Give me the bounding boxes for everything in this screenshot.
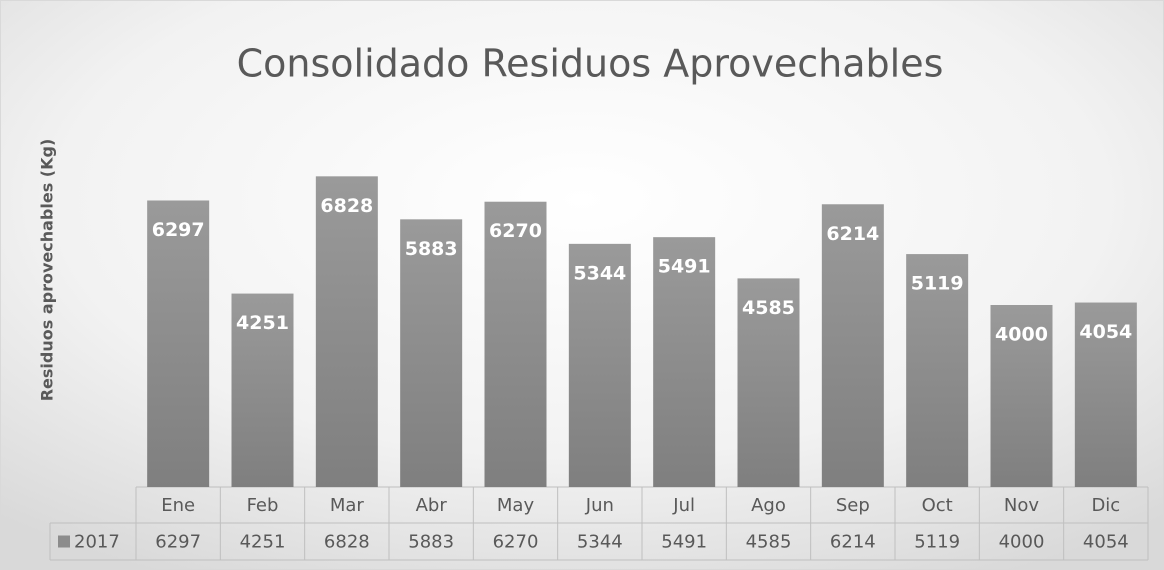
x-tick-label: Feb xyxy=(247,495,279,516)
data-label: 6214 xyxy=(826,223,879,245)
table-value: 6214 xyxy=(830,532,876,553)
data-label: 5119 xyxy=(911,273,964,295)
x-tick-label: Dic xyxy=(1091,495,1120,516)
table-value: 4054 xyxy=(1083,532,1129,553)
bar xyxy=(990,305,1053,487)
table-value: 4251 xyxy=(240,532,286,553)
data-label: 6828 xyxy=(320,195,373,217)
x-tick-label: Ago xyxy=(751,495,786,516)
data-label: 6297 xyxy=(152,219,205,241)
table-value: 5491 xyxy=(661,532,707,553)
data-label: 5344 xyxy=(573,262,626,284)
data-label: 5491 xyxy=(658,256,711,278)
x-tick-label: Oct xyxy=(922,495,953,516)
data-label: 6270 xyxy=(489,220,542,242)
bar xyxy=(231,293,294,487)
bar xyxy=(568,243,631,487)
x-tick-label: Sep xyxy=(836,495,870,516)
y-axis-label: Residuos aprovechables (Kg) xyxy=(38,139,57,402)
bar xyxy=(147,200,210,487)
table-value: 5344 xyxy=(577,532,623,553)
bar xyxy=(1074,302,1137,487)
data-label: 4000 xyxy=(995,324,1048,346)
table-value: 6297 xyxy=(155,532,201,553)
bar xyxy=(906,254,969,487)
table-value: 4000 xyxy=(999,532,1045,553)
bar xyxy=(484,201,547,487)
x-tick-label: Ene xyxy=(161,495,195,516)
x-tick-label: Nov xyxy=(1004,495,1039,516)
bar xyxy=(400,219,463,488)
table-value: 6270 xyxy=(493,532,539,553)
table-value: 6828 xyxy=(324,532,370,553)
legend-key xyxy=(58,535,70,548)
bar xyxy=(737,278,800,487)
legend-label: 2017 xyxy=(74,532,120,553)
chart-title: Consolidado Residuos Aprovechables xyxy=(237,42,944,86)
x-tick-label: Jul xyxy=(672,495,695,516)
data-label: 4054 xyxy=(1079,321,1132,343)
x-tick-label: Mar xyxy=(330,495,365,516)
table-value: 5883 xyxy=(408,532,454,553)
x-tick-label: May xyxy=(497,495,535,516)
bar xyxy=(821,204,884,487)
bar xyxy=(315,176,378,488)
data-label: 5883 xyxy=(405,238,458,260)
data-label: 4585 xyxy=(742,297,795,319)
x-tick-label: Abr xyxy=(416,495,448,516)
bar xyxy=(653,237,716,487)
table-value: 4585 xyxy=(746,532,792,553)
x-tick-label: Jun xyxy=(585,495,614,516)
data-label: 4251 xyxy=(236,312,289,334)
table-value: 5119 xyxy=(914,532,960,553)
